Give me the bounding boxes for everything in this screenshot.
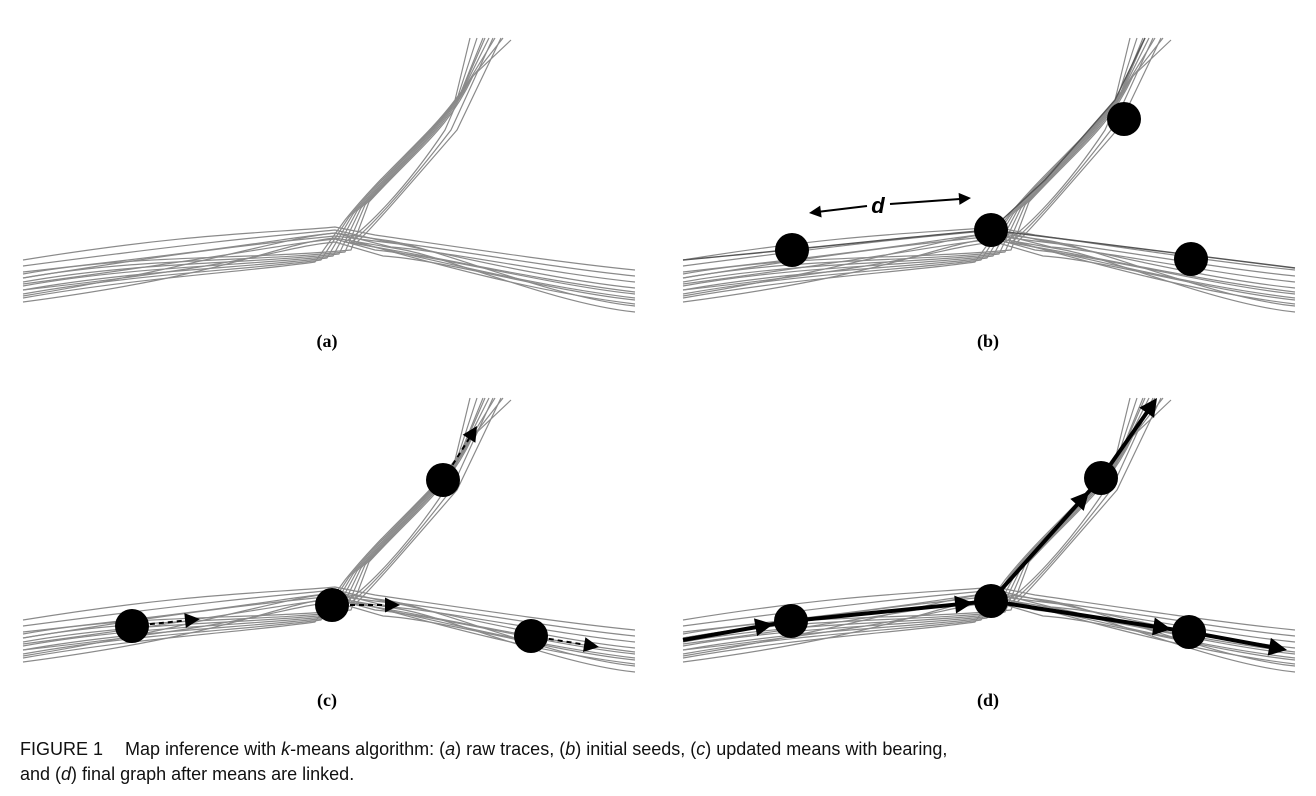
road-centerline (682, 229, 1296, 269)
updated-means-diagram (22, 397, 636, 673)
gps-trace (22, 397, 471, 659)
caption-text: Map inference with (125, 739, 282, 759)
seed-point (1107, 102, 1141, 136)
gps-trace (682, 39, 1172, 275)
gps-trace (682, 37, 1150, 287)
figure-number: FIGURE 1 (20, 739, 104, 759)
panel-label-c: (c) (317, 690, 337, 710)
caption-k-symbol: k (281, 739, 291, 759)
gps-trace (22, 241, 636, 301)
gps-trace (1003, 397, 1296, 653)
gps-traces (22, 37, 636, 313)
panel-label-a: (a) (316, 331, 338, 351)
final-graph-diagram (682, 397, 1296, 673)
bearing-arrowhead (385, 597, 400, 613)
figure-caption: FIGURE 1 Map inference with k-means algor… (20, 737, 1280, 787)
caption-c-symbol: c (696, 739, 706, 759)
graph-edge (989, 485, 1095, 603)
seed-point (775, 233, 809, 267)
caption-text: ) initial seeds, ( (575, 739, 697, 759)
graph-edge (1099, 406, 1152, 480)
gps-trace (682, 37, 1144, 291)
distance-arrowhead-left (809, 205, 822, 218)
gps-trace (22, 235, 636, 289)
gps-trace (22, 226, 636, 271)
caption-text: -means algorithm: ( (290, 739, 446, 759)
gps-trace (682, 399, 1172, 635)
seed-point (1174, 242, 1208, 276)
distance-arrowhead-right (958, 192, 971, 205)
edge-arrowhead (1070, 491, 1090, 511)
gps-trace (22, 399, 512, 635)
graph-nodes (774, 461, 1206, 649)
road-centerline (990, 37, 1146, 231)
caption-text: ) updated means with bearing, (705, 739, 948, 759)
caption-d-symbol: d (61, 764, 72, 784)
initial-seeds-diagram: d (682, 37, 1296, 313)
gps-trace (1009, 37, 1296, 299)
gps-traces (682, 37, 1296, 313)
graph-edge (1188, 630, 1276, 650)
gps-trace (22, 37, 490, 287)
panel-raw-traces (15, 30, 655, 350)
raw-traces-diagram (22, 37, 636, 313)
gps-trace (22, 37, 504, 279)
panel-updated-means (15, 390, 655, 710)
panel-label-b: (b) (977, 331, 999, 351)
distance-arrow-left (816, 205, 868, 213)
edge-arrowhead (1152, 617, 1172, 636)
gps-trace (682, 37, 1138, 295)
caption-b-symbol: b (565, 739, 576, 759)
gps-trace (22, 232, 636, 307)
caption-text: and ( (20, 764, 62, 784)
gps-trace (22, 586, 636, 631)
gps-trace (22, 397, 478, 655)
edge-arrowhead (1267, 637, 1287, 656)
gps-trace (343, 397, 636, 653)
distance-label: d (871, 193, 885, 218)
gps-trace (22, 237, 636, 313)
gps-trace (22, 37, 484, 291)
edge-arrowhead (954, 595, 974, 614)
gps-trace (22, 229, 636, 277)
caption-text: ) raw traces, ( (455, 739, 566, 759)
bearing-arrowhead (184, 613, 200, 628)
gps-trace (1015, 37, 1296, 305)
bearing-vector (131, 619, 188, 627)
panel-initial-seeds: d (675, 30, 1315, 350)
gps-trace (22, 39, 512, 275)
graph-edge (790, 600, 980, 623)
gps-trace (349, 397, 636, 659)
gps-trace (22, 37, 496, 283)
gps-trace (355, 37, 636, 305)
bearing-arrowhead (582, 637, 599, 653)
gps-trace (22, 37, 471, 299)
gps-trace (682, 37, 1164, 279)
bearing-vector (530, 635, 587, 647)
gps-trace (682, 37, 1156, 283)
caption-a-symbol: a (445, 739, 456, 759)
edge-arrowhead (753, 618, 774, 637)
gps-trace (343, 37, 636, 293)
graph-edge (990, 599, 1178, 633)
gps-trace (1015, 397, 1296, 665)
panel-final-graph (675, 390, 1315, 710)
panel-label-d: (d) (977, 690, 999, 710)
gps-trace (1003, 37, 1296, 293)
gps-trace (22, 37, 478, 295)
caption-text: ) final graph after means are linked. (71, 764, 355, 784)
bearing-arrowhead (462, 426, 477, 443)
gps-trace (355, 397, 636, 665)
gps-trace (349, 37, 636, 299)
seed-point (974, 213, 1008, 247)
seed-points (775, 102, 1208, 276)
edge-arrowhead (1139, 398, 1157, 418)
distance-arrow-right (889, 198, 961, 205)
